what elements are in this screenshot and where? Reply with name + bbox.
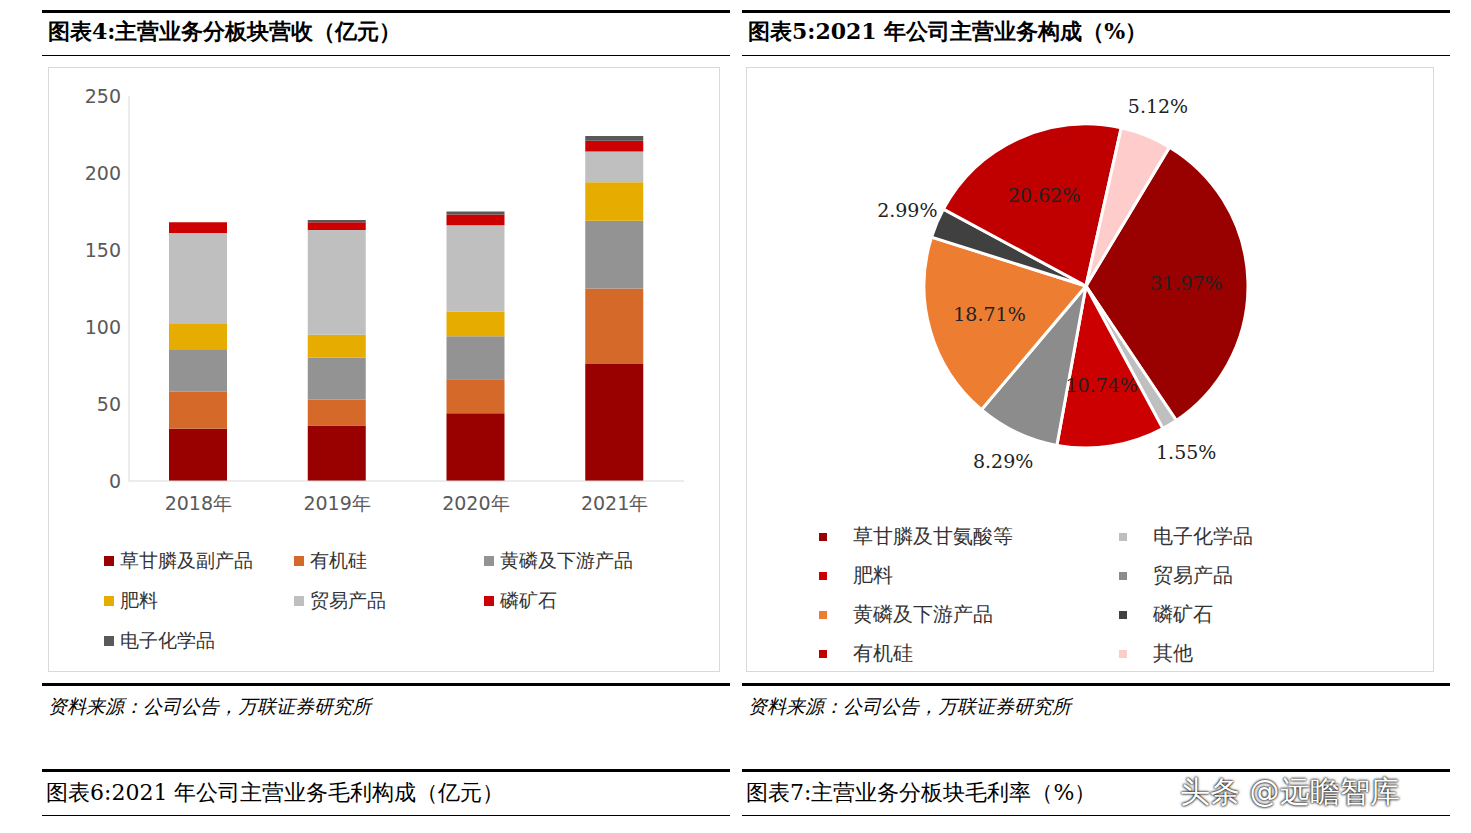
svg-text:5.12%: 5.12%: [1128, 95, 1188, 117]
html-text:图表5:2021 年公司主营业务构成（%）: 图表5:2021 年公司主营业务构成（%）: [748, 18, 1148, 44]
svg-text:2019年: 2019年: [303, 492, 370, 514]
html-text:有机硅: 有机硅: [853, 641, 913, 665]
svg-text:1.55%: 1.55%: [1156, 441, 1216, 463]
svg-text:200: 200: [85, 162, 121, 184]
svg-text:2018年: 2018年: [165, 492, 232, 514]
html-text:贸易产品: 贸易产品: [1153, 563, 1233, 587]
html-text:黄磷及下游产品: 黄磷及下游产品: [853, 602, 993, 626]
html-text:肥料: 肥料: [120, 589, 158, 611]
svg-text:31.97%: 31.97%: [1150, 272, 1222, 294]
svg-text:18.71%: 18.71%: [953, 303, 1025, 325]
svg-text:250: 250: [85, 85, 121, 107]
html-text:图表7:主营业务分板块毛利率（%）: 图表7:主营业务分板块毛利率（%）: [746, 780, 1097, 805]
html-text:资料来源：公司公告，万联证券研究所: 资料来源：公司公告，万联证券研究所: [748, 695, 1071, 717]
html-text:草甘膦及甘氨酸等: 草甘膦及甘氨酸等: [853, 524, 1013, 548]
html-text:电子化学品: 电子化学品: [120, 629, 215, 651]
svg-text:0: 0: [109, 470, 121, 492]
html-text:磷矿石: 磷矿石: [1153, 602, 1213, 626]
html-text:图表6:2021 年公司主营业务毛利构成（亿元）: 图表6:2021 年公司主营业务毛利构成（亿元）: [46, 780, 505, 805]
svg-text:150: 150: [85, 239, 121, 261]
html-text:黄磷及下游产品: 黄磷及下游产品: [500, 549, 633, 571]
html-text:有机硅: 有机硅: [310, 549, 367, 571]
html-text:草甘膦及副产品: 草甘膦及副产品: [120, 549, 253, 571]
svg-text:2.99%: 2.99%: [877, 199, 937, 221]
svg-text:100: 100: [85, 316, 121, 338]
html-text:资料来源：公司公告，万联证券研究所: 资料来源：公司公告，万联证券研究所: [48, 695, 371, 717]
html-text:头条 @远瞻智库: 头条 @远瞻智库: [1180, 774, 1400, 809]
html-text:贸易产品: 贸易产品: [310, 589, 386, 611]
html-text:其他: 其他: [1153, 641, 1193, 665]
html-text:电子化学品: 电子化学品: [1153, 524, 1253, 548]
svg-text:8.29%: 8.29%: [973, 450, 1033, 472]
html-text:磷矿石: 磷矿石: [500, 589, 557, 611]
svg-text:10.74%: 10.74%: [1065, 374, 1137, 396]
svg-text:50: 50: [97, 393, 121, 415]
html-text:肥料: 肥料: [853, 563, 893, 587]
html-text:图表4:主营业务分板块营收（亿元）: 图表4:主营业务分板块营收（亿元）: [48, 18, 402, 44]
svg-text:2020年: 2020年: [442, 492, 509, 514]
svg-text:20.62%: 20.62%: [1008, 184, 1080, 206]
svg-text:2021年: 2021年: [581, 492, 648, 514]
